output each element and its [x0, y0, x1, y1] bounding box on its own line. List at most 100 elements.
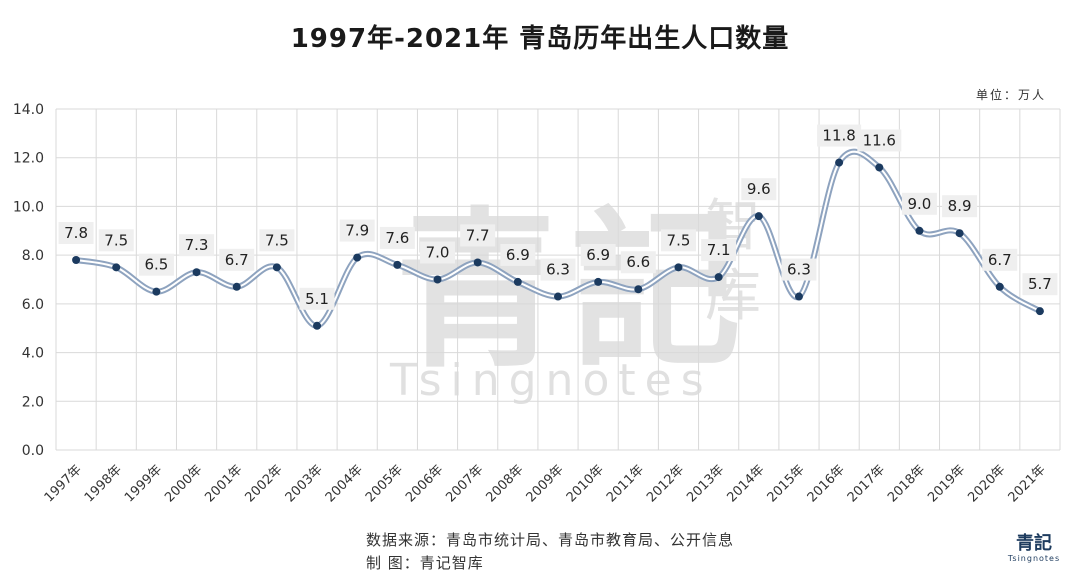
data-point: [473, 258, 482, 267]
data-point: [955, 229, 964, 238]
data-label-text: 11.6: [863, 131, 896, 149]
data-label: 6.9: [500, 243, 536, 266]
data-label: 6.7: [219, 248, 255, 271]
data-label-text: 9.0: [908, 195, 932, 213]
data-label-text: 5.7: [1028, 275, 1052, 293]
y-tick-label: 4.0: [22, 346, 44, 362]
data-label-text: 6.9: [586, 246, 610, 264]
data-label-bg: [299, 287, 335, 310]
data-label: 7.5: [660, 229, 696, 252]
data-point: [313, 321, 322, 330]
x-tick-label: 2017年: [845, 462, 888, 505]
data-label-bg: [741, 178, 777, 201]
y-tick-label: 2.0: [22, 394, 44, 410]
data-point: [634, 285, 643, 294]
x-tick-label: 2005年: [363, 462, 406, 505]
x-tick-label: 2012年: [644, 462, 687, 505]
y-tick-label: 6.0: [22, 297, 44, 313]
data-label: 7.1: [701, 239, 737, 262]
logo-text: Tsingnotes: [1007, 554, 1061, 563]
data-label: 7.0: [420, 241, 456, 264]
data-label: 7.7: [460, 224, 496, 247]
data-label-text: 7.6: [385, 229, 409, 247]
data-label: 9.6: [741, 178, 777, 201]
x-tick-label: 1997年: [42, 462, 85, 505]
data-point: [112, 263, 121, 272]
data-label: 11.6: [857, 129, 902, 152]
x-tick-label: 2018年: [885, 462, 928, 505]
y-tick-label: 10.0: [13, 199, 44, 215]
data-label-bg: [580, 243, 616, 266]
data-point: [594, 277, 603, 286]
x-tick-label: 2007年: [443, 462, 486, 505]
data-label-bg: [781, 258, 817, 281]
x-tick-label: 2001年: [202, 462, 245, 505]
x-tick-label: 2002年: [243, 462, 286, 505]
data-point: [513, 277, 522, 286]
data-label-text: 7.8: [64, 224, 88, 242]
data-point: [433, 275, 442, 284]
y-tick-label: 0.0: [22, 443, 44, 459]
data-label-bg: [540, 258, 576, 281]
data-label-text: 7.0: [426, 244, 450, 262]
data-label-bg: [179, 234, 215, 257]
x-tick-label: 2000年: [162, 462, 205, 505]
data-label: 7.3: [179, 234, 215, 257]
x-tick-label: 2003年: [283, 462, 326, 505]
grid-lines: [55, 108, 1061, 451]
data-label-text: 6.3: [787, 261, 811, 279]
data-label-text: 7.1: [707, 241, 731, 259]
data-point: [875, 163, 884, 172]
data-point: [152, 287, 161, 296]
data-label-bg: [259, 229, 295, 252]
data-label-text: 8.9: [948, 197, 972, 215]
data-point: [393, 260, 402, 269]
x-tick-label: 2015年: [765, 462, 808, 505]
data-label: 7.9: [339, 219, 375, 242]
data-point: [232, 282, 241, 291]
x-tick-label: 2013年: [684, 462, 727, 505]
data-point: [835, 158, 844, 167]
data-point: [915, 226, 924, 235]
data-label-bg: [420, 241, 456, 264]
data-label-bg: [1022, 273, 1058, 296]
x-tick-label: 2014年: [724, 462, 767, 505]
data-label-bg: [660, 229, 696, 252]
x-tick-label: 2008年: [483, 462, 526, 505]
y-tick-label: 14.0: [13, 102, 44, 118]
data-label: 8.9: [942, 195, 978, 218]
x-tick-label: 2019年: [925, 462, 968, 505]
data-label: 6.9: [580, 243, 616, 266]
data-label: 7.5: [259, 229, 295, 252]
data-point: [794, 292, 803, 301]
data-point: [674, 263, 683, 272]
x-tick-label: 1999年: [122, 462, 165, 505]
data-label-text: 9.6: [747, 180, 771, 198]
x-tick-label: 2010年: [564, 462, 607, 505]
data-label-bg: [701, 239, 737, 262]
x-tick-label: 2016年: [805, 462, 848, 505]
data-label-bg: [138, 253, 174, 276]
data-label: 7.6: [379, 226, 415, 249]
data-label-bg: [98, 229, 134, 252]
data-label-text: 5.1: [305, 290, 329, 308]
data-label: 6.5: [138, 253, 174, 276]
x-tick-label: 2021年: [1006, 462, 1049, 505]
data-label-text: 7.5: [104, 231, 128, 249]
data-label-text: 6.7: [988, 251, 1012, 269]
data-label-text: 7.5: [667, 231, 691, 249]
data-label-text: 7.7: [466, 226, 490, 244]
data-label: 9.0: [901, 192, 937, 215]
data-point: [714, 273, 723, 282]
data-label: 5.1: [299, 287, 335, 310]
data-label-text: 6.5: [144, 256, 168, 274]
x-tick-label: 2006年: [403, 462, 446, 505]
data-label-text: 6.7: [225, 251, 249, 269]
data-point: [192, 268, 201, 277]
x-tick-label: 2020年: [965, 462, 1008, 505]
data-label: 7.8: [58, 222, 94, 245]
watermark-latin: Tsingnotes: [389, 355, 713, 406]
brand-logo: 青記 Tsingnotes: [1006, 534, 1062, 570]
x-tick-label: 2011年: [604, 462, 647, 505]
